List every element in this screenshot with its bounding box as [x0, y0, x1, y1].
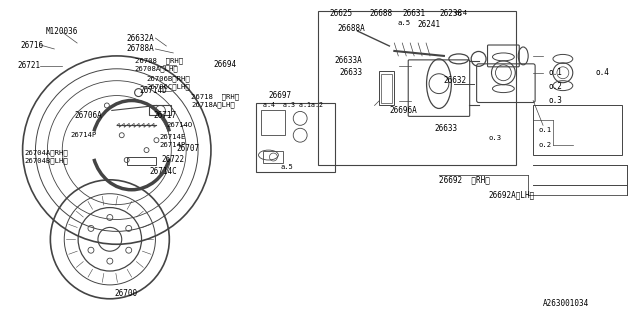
- Bar: [380, 71, 394, 106]
- Text: o.1: o.1: [538, 127, 551, 133]
- Bar: [318, 11, 516, 165]
- Bar: [260, 110, 285, 135]
- Text: A263001034: A263001034: [543, 299, 589, 308]
- Text: 26700: 26700: [115, 289, 138, 298]
- Text: o.2: o.2: [548, 82, 562, 91]
- Text: 26633: 26633: [340, 68, 363, 77]
- Text: a.4  a.3 a.1a.2: a.4 a.3 a.1a.2: [264, 102, 323, 108]
- Text: o.3: o.3: [548, 96, 562, 105]
- Text: 26714D: 26714D: [140, 86, 167, 95]
- Text: 26694: 26694: [214, 60, 237, 69]
- Text: 26631: 26631: [403, 9, 426, 18]
- Text: 26718A〈LH〉: 26718A〈LH〉: [191, 101, 235, 108]
- Text: 26706A: 26706A: [74, 111, 102, 120]
- Text: 26714E: 26714E: [159, 134, 186, 140]
- Text: 26717: 26717: [154, 111, 177, 120]
- Text: 26625: 26625: [330, 9, 353, 18]
- Text: 26238: 26238: [439, 9, 462, 18]
- Text: 26632A: 26632A: [127, 34, 154, 43]
- Text: 26707: 26707: [176, 144, 200, 153]
- Text: o.3: o.3: [488, 135, 502, 141]
- Text: a.5: a.5: [280, 164, 293, 170]
- Text: 26704A〈RH〉: 26704A〈RH〉: [24, 150, 68, 156]
- Text: 26714O: 26714O: [166, 122, 193, 128]
- Text: 26788A: 26788A: [127, 44, 154, 53]
- Text: M120036: M120036: [45, 27, 78, 36]
- Text: 26718  〈RH〉: 26718 〈RH〉: [191, 93, 239, 100]
- Text: a.4: a.4: [455, 10, 468, 16]
- Text: o.4: o.4: [596, 68, 609, 77]
- Bar: [264, 151, 284, 163]
- Bar: [533, 106, 622, 155]
- Text: 26706C〈LH〉: 26706C〈LH〉: [147, 83, 190, 90]
- Bar: [255, 102, 335, 172]
- Text: 26692A〈LH〉: 26692A〈LH〉: [488, 190, 535, 199]
- Text: 26708  〈RH〉: 26708 〈RH〉: [134, 58, 183, 64]
- Bar: [150, 106, 172, 116]
- Text: 26241: 26241: [417, 20, 440, 29]
- Text: a.5: a.5: [397, 20, 410, 26]
- Text: 26714P: 26714P: [70, 132, 97, 138]
- Text: o.1: o.1: [548, 68, 562, 77]
- Text: 26708A〈LH〉: 26708A〈LH〉: [134, 66, 179, 72]
- Text: 26706B〈RH〉: 26706B〈RH〉: [147, 76, 190, 82]
- Text: 26632: 26632: [444, 76, 467, 85]
- Text: 26716: 26716: [20, 41, 44, 50]
- Text: 26704B〈LH〉: 26704B〈LH〉: [24, 158, 68, 164]
- Text: 26696A: 26696A: [389, 106, 417, 115]
- Text: 26714P: 26714P: [159, 142, 186, 148]
- Text: 26697: 26697: [268, 91, 292, 100]
- Text: 26714C: 26714C: [150, 167, 177, 176]
- Text: 26633A: 26633A: [335, 56, 363, 65]
- Text: 26688: 26688: [369, 9, 393, 18]
- Text: o.2: o.2: [538, 142, 551, 148]
- Text: 26688A: 26688A: [338, 24, 365, 33]
- Text: 26692  〈RH〉: 26692 〈RH〉: [439, 175, 490, 184]
- Text: 26721: 26721: [18, 61, 41, 70]
- Bar: [127, 157, 156, 165]
- Text: 26633: 26633: [434, 124, 457, 133]
- Bar: [381, 74, 392, 102]
- Text: 26722: 26722: [161, 155, 184, 164]
